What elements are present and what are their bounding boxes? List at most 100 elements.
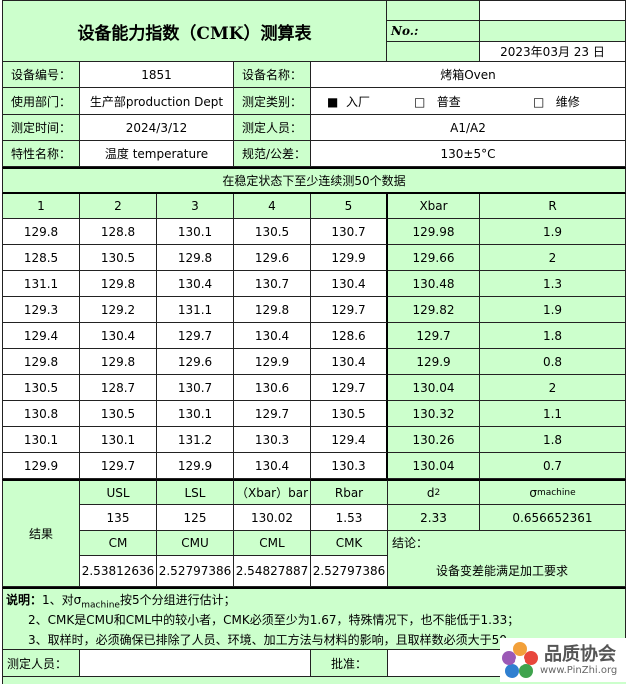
measurement-cell: 130.7: [234, 271, 311, 297]
xbar-cell: 129.9: [388, 349, 480, 375]
measurement-cell: 130.4: [80, 323, 157, 349]
xbar-cell: 129.82: [388, 297, 480, 323]
measurement-cell: 129.6: [234, 245, 311, 271]
measurement-cell: 129.7: [157, 323, 234, 349]
unchecked-box-icon: □: [414, 94, 426, 109]
logo-url: www.PinZhi.org: [540, 665, 618, 676]
measurement-cell: 130.4: [157, 271, 234, 297]
measurement-cell: 131.1: [2, 271, 80, 297]
footer-person-label: 测定人员：: [2, 650, 80, 677]
measurement-cell: 131.2: [157, 427, 234, 453]
spec-label: 规范/公差：: [234, 141, 311, 167]
measurement-cell: 130.5: [234, 219, 311, 245]
column-header-r: R: [480, 194, 626, 219]
measure-person: A1/A2: [311, 115, 626, 141]
type-option-repair[interactable]: □ 维修: [533, 94, 580, 109]
measurement-cell: 129.9: [311, 245, 388, 271]
measurement-cell: 128.8: [80, 219, 157, 245]
person-label: 测定人员：: [234, 115, 311, 141]
measurement-cell: 130.5: [80, 245, 157, 271]
measurement-cell: 128.7: [80, 375, 157, 401]
measurement-cell: 129.7: [311, 375, 388, 401]
notes-label: 说明：: [6, 593, 43, 607]
measurement-cell: 129.9: [234, 349, 311, 375]
pinzhi-logo: 品质协会 www.PinZhi.org: [500, 638, 626, 682]
measurement-cell: 130.7: [311, 219, 388, 245]
stat-value-sigma: 0.656652361: [480, 505, 626, 531]
measurement-cell: 129.8: [2, 219, 80, 245]
range-cell: 1.9: [480, 297, 626, 323]
xbar-cell: 130.04: [388, 375, 480, 401]
column-header: 1: [2, 194, 80, 219]
cap-value-cmk: 2.52797386: [311, 556, 388, 587]
range-cell: 1.8: [480, 427, 626, 453]
cap-header-cml: CML: [234, 531, 311, 556]
measurement-cell: 129.6: [157, 349, 234, 375]
measurement-cell: 130.4: [234, 323, 311, 349]
notes-line-1: 说明：1、对σmachine按5个分组进行估计；: [6, 593, 236, 611]
cap-header-cm: CM: [80, 531, 157, 556]
department-label: 使用部门：: [2, 88, 80, 115]
unchecked-box-icon: □: [533, 94, 545, 109]
measurement-cell: 130.4: [311, 271, 388, 297]
feature-label: 特性名称：: [2, 141, 80, 167]
xbar-cell: 129.98: [388, 219, 480, 245]
bottom-strip: [2, 677, 626, 684]
stat-header-sigma: σ machine: [480, 479, 626, 505]
range-cell: 0.7: [480, 453, 626, 479]
equipment-no-label: 设备编号：: [2, 62, 80, 88]
xbar-cell: 130.48: [388, 271, 480, 297]
xbar-cell: 129.7: [388, 323, 480, 349]
measurement-cell: 129.8: [80, 349, 157, 375]
measurement-cell: 129.8: [234, 297, 311, 323]
range-cell: 0.8: [480, 349, 626, 375]
range-cell: 2: [480, 245, 626, 271]
measurement-cell: 128.5: [2, 245, 80, 271]
cap-header-cmk: CMK: [311, 531, 388, 556]
result-label: 结果: [2, 479, 80, 587]
department: 生产部production Dept: [80, 88, 234, 115]
measurement-cell: 130.5: [311, 401, 388, 427]
measurement-cell: 129.7: [234, 401, 311, 427]
equipment-no: 1851: [80, 62, 234, 88]
notes-line-3: 3、取样时，必须确保已排除了人员、环境、加工方法与材料的影响，且取样数必须大于5…: [28, 633, 519, 647]
stat-header-lsl: LSL: [157, 479, 234, 505]
date-blank: [387, 42, 480, 62]
stat-value-rbar: 1.53: [311, 505, 388, 531]
measurement-cell: 129.8: [2, 349, 80, 375]
cap-value-cm: 2.53812636: [80, 556, 157, 587]
column-header: 2: [80, 194, 157, 219]
measurement-cell: 130.8: [2, 401, 80, 427]
feature-name: 温度 temperature: [80, 141, 234, 167]
cap-value-cmu: 2.52797386: [157, 556, 234, 587]
measurement-cell: 129.8: [157, 245, 234, 271]
conclusion-label: 结论：: [392, 536, 429, 550]
no-label-cell: [387, 0, 480, 21]
type-options: ■ 入厂 □ 普查 □ 维修: [311, 88, 626, 115]
measurement-cell: 130.1: [157, 219, 234, 245]
xbar-cell: 130.32: [388, 401, 480, 427]
measurement-cell: 130.5: [80, 401, 157, 427]
type-option-survey[interactable]: □ 普查: [414, 94, 461, 109]
stat-header-rbar: Rbar: [311, 479, 388, 505]
no-blank-top: [480, 0, 626, 21]
no-label: No.:: [387, 21, 480, 42]
logo-text: 品质协会: [544, 644, 616, 665]
type-option-incoming[interactable]: ■ 入厂: [327, 94, 370, 109]
measurement-cell: 129.9: [157, 453, 234, 479]
xbar-cell: 130.04: [388, 453, 480, 479]
measurement-cell: 129.8: [80, 271, 157, 297]
measurement-cell: 130.1: [80, 427, 157, 453]
footer-person-value[interactable]: [80, 650, 311, 677]
column-header: 5: [311, 194, 388, 219]
cap-header-cmu: CMU: [157, 531, 234, 556]
report-date: 2023年03月 23 日: [480, 42, 626, 62]
measurement-cell: 130.1: [157, 401, 234, 427]
measurement-cell: 129.7: [311, 297, 388, 323]
spec-tolerance: 130±5°C: [311, 141, 626, 167]
time-label: 测定时间：: [2, 115, 80, 141]
stat-value-xbarbar: 130.02: [234, 505, 311, 531]
range-cell: 1.9: [480, 219, 626, 245]
conclusion-box: 结论： 设备变差能满足加工要求: [388, 531, 626, 587]
